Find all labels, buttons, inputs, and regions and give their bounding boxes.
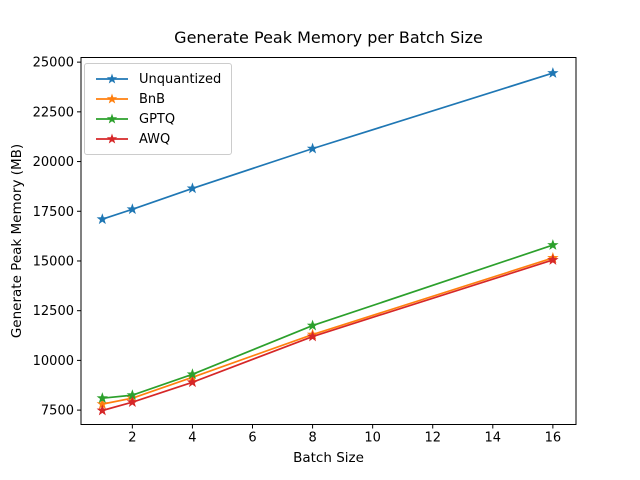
legend-entry-bnb: BnB bbox=[94, 90, 221, 108]
legend-label: AWQ bbox=[139, 131, 171, 147]
legend-line-marker-icon bbox=[96, 113, 128, 124]
series-marker-unquantized bbox=[96, 213, 109, 225]
x-tick-label: 6 bbox=[248, 431, 256, 446]
y-tick-label: 25000 bbox=[33, 56, 74, 71]
chart-title: Generate Peak Memory per Batch Size bbox=[174, 28, 483, 47]
y-tick-label: 22500 bbox=[33, 105, 74, 120]
legend-line-marker-icon bbox=[96, 133, 128, 144]
x-axis-label: Batch Size bbox=[293, 450, 364, 466]
y-tick-label: 15000 bbox=[33, 254, 74, 269]
legend-line-marker-icon bbox=[96, 73, 128, 84]
legend-label: Unquantized bbox=[139, 71, 222, 87]
y-tick-label: 20000 bbox=[33, 155, 74, 170]
series-marker-unquantized bbox=[126, 203, 139, 215]
legend-entry-awq: AWQ bbox=[94, 130, 221, 148]
x-tick-label: 2 bbox=[128, 431, 136, 446]
legend: Unquantized BnB GPTQ AWQ bbox=[84, 63, 233, 155]
legend-line-marker-icon bbox=[96, 93, 128, 104]
legend-entry-gptq: GPTQ bbox=[94, 110, 221, 128]
series-marker-unquantized bbox=[186, 182, 199, 194]
series-marker-awq bbox=[306, 330, 319, 342]
x-tick-label: 14 bbox=[485, 431, 502, 446]
y-tick-label: 10000 bbox=[33, 354, 74, 369]
series-marker-gptq bbox=[547, 239, 559, 250]
y-tick-label: 17500 bbox=[33, 205, 74, 220]
legend-label: GPTQ bbox=[139, 111, 176, 127]
series-marker-awq bbox=[96, 404, 109, 416]
series-line-awq bbox=[102, 259, 554, 412]
y-tick-label: 7500 bbox=[41, 404, 74, 419]
series-marker-awq bbox=[186, 376, 199, 388]
x-tick-label: 16 bbox=[545, 431, 562, 446]
series-marker-awq bbox=[547, 253, 559, 265]
y-axis-label: Generate Peak Memory (MB) bbox=[9, 143, 25, 339]
plot-frame bbox=[80, 57, 577, 425]
series-marker-gptq bbox=[306, 319, 319, 331]
legend-label: BnB bbox=[139, 91, 166, 107]
series-marker-gptq bbox=[126, 389, 139, 401]
series-marker-unquantized bbox=[547, 67, 559, 78]
x-tick-label: 10 bbox=[364, 431, 381, 446]
series-line-gptq bbox=[102, 244, 554, 400]
x-tick-label: 12 bbox=[424, 431, 441, 446]
series-marker-gptq bbox=[96, 392, 109, 404]
series-marker-awq bbox=[126, 396, 139, 407]
series-marker-gptq bbox=[186, 368, 199, 380]
legend-entry-unquantized: Unquantized bbox=[94, 70, 221, 88]
series-marker-bnb bbox=[96, 398, 109, 409]
y-tick-label: 12500 bbox=[33, 304, 74, 319]
x-tick-label: 8 bbox=[308, 431, 316, 446]
series-marker-unquantized bbox=[306, 142, 319, 154]
x-tick-label: 4 bbox=[188, 431, 196, 446]
